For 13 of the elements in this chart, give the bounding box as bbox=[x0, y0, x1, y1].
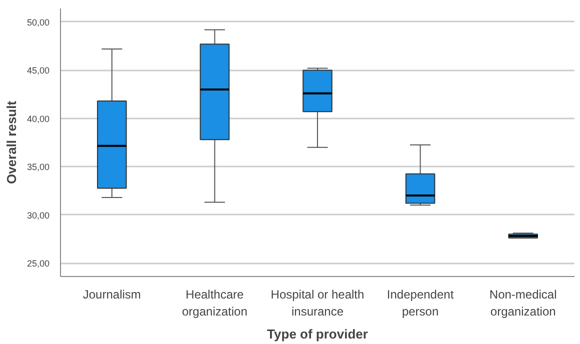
y-tick-label: 45,00 bbox=[26, 66, 50, 76]
x-axis-title: Type of provider bbox=[267, 326, 368, 342]
x-tick-label: Journalism bbox=[82, 288, 141, 302]
y-axis-title: Overall result bbox=[4, 100, 19, 184]
x-tick-label: Healthcare organization bbox=[182, 288, 248, 318]
x-tick-label: Independent person bbox=[386, 288, 454, 318]
y-tick-label: 40,00 bbox=[26, 114, 50, 124]
y-tick-label: 35,00 bbox=[26, 162, 50, 172]
y-tick-label: 30,00 bbox=[26, 210, 50, 220]
x-tick-label: Hospital or health insurance bbox=[270, 288, 364, 318]
y-tick-label: 50,00 bbox=[26, 17, 50, 28]
x-tick-label: Non-medical organization bbox=[489, 288, 557, 318]
y-tick-label: 25,00 bbox=[26, 258, 50, 269]
